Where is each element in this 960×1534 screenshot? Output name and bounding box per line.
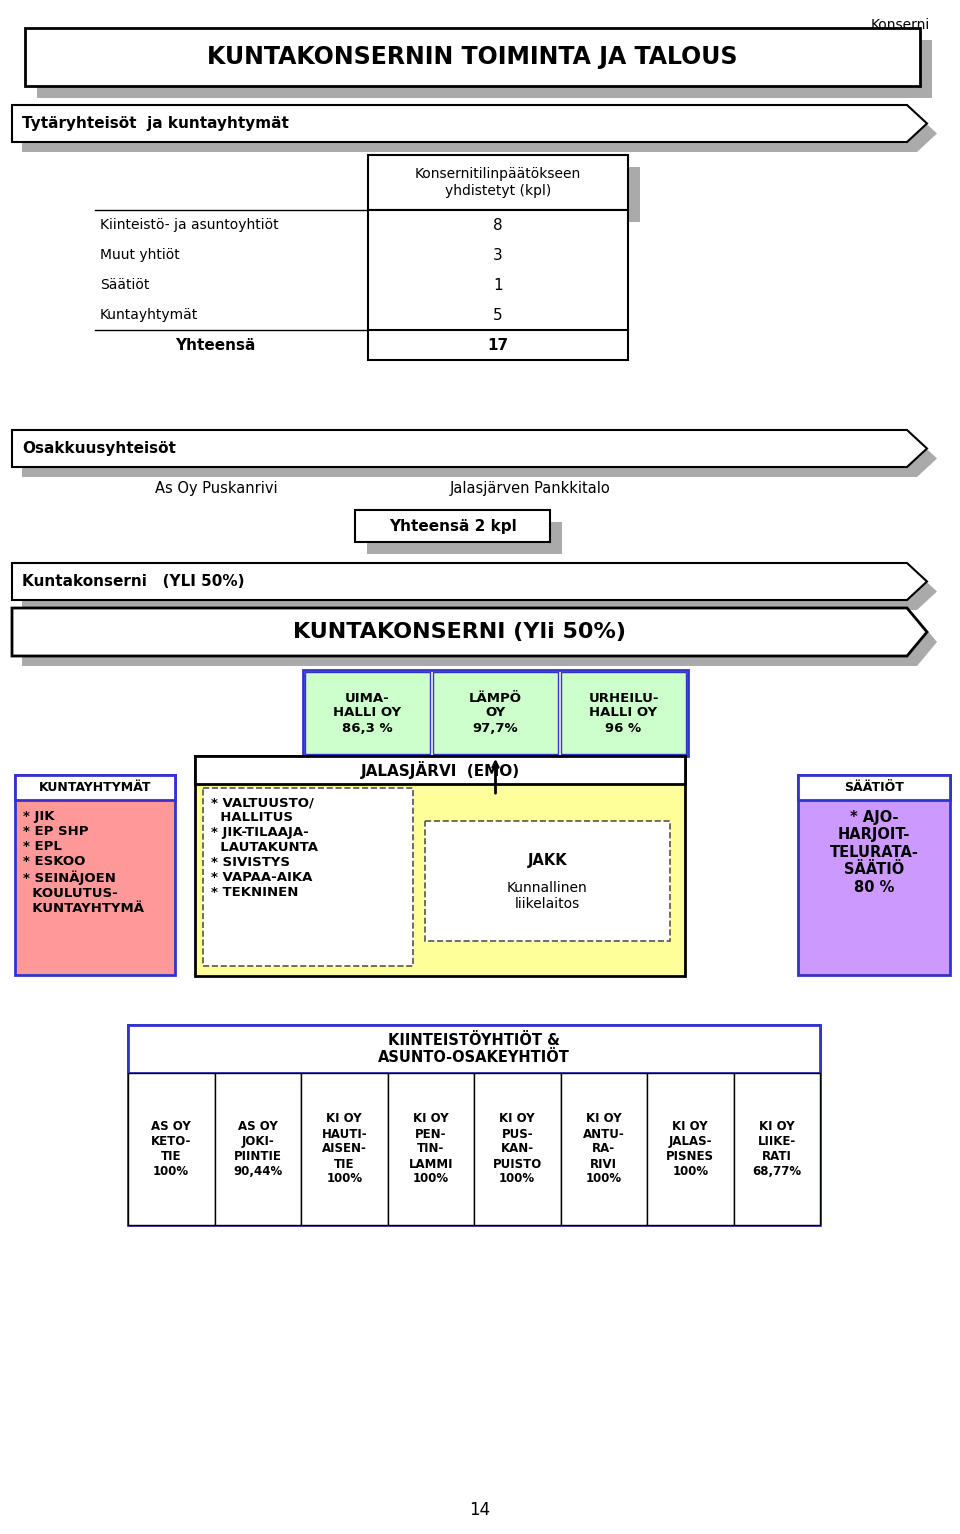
- Text: KIINTEISTÖYHTIÖT &
ASUNTO-OSAKEYHTIÖT: KIINTEISTÖYHTIÖT & ASUNTO-OSAKEYHTIÖT: [378, 1032, 570, 1065]
- Text: Konserni: Konserni: [871, 18, 930, 32]
- Text: KI OY
PEN-
TIN-
LAMMI
100%: KI OY PEN- TIN- LAMMI 100%: [409, 1112, 453, 1186]
- Text: KI OY
LIIKE-
RATI
68,77%: KI OY LIIKE- RATI 68,77%: [753, 1120, 802, 1178]
- Text: Kuntayhtymät: Kuntayhtymät: [100, 308, 199, 322]
- Text: KUNTAYHTYMÄT: KUNTAYHTYMÄT: [38, 781, 152, 795]
- FancyBboxPatch shape: [301, 1072, 388, 1226]
- Text: Jalasjärven Pankkitalo: Jalasjärven Pankkitalo: [450, 480, 611, 495]
- Polygon shape: [22, 440, 937, 477]
- Text: Tytäryhteisöt  ja kuntayhtymät: Tytäryhteisöt ja kuntayhtymät: [22, 117, 289, 130]
- FancyBboxPatch shape: [561, 672, 686, 755]
- Text: SÄÄTIÖT: SÄÄTIÖT: [844, 781, 904, 795]
- Text: Säätiöt: Säätiöt: [100, 278, 150, 291]
- Text: 1: 1: [493, 278, 503, 293]
- FancyBboxPatch shape: [214, 1072, 301, 1226]
- FancyBboxPatch shape: [798, 775, 950, 976]
- Text: KI OY
ANTU-
RA-
RIVI
100%: KI OY ANTU- RA- RIVI 100%: [583, 1112, 625, 1186]
- FancyBboxPatch shape: [433, 672, 558, 755]
- Text: Muut yhtiöt: Muut yhtiöt: [100, 249, 180, 262]
- Text: 14: 14: [469, 1500, 491, 1519]
- FancyBboxPatch shape: [474, 1072, 561, 1226]
- Text: Kiinteistö- ja asuntoyhtiöt: Kiinteistö- ja asuntoyhtiöt: [100, 218, 278, 232]
- Text: 17: 17: [488, 337, 509, 353]
- FancyBboxPatch shape: [195, 756, 685, 784]
- FancyBboxPatch shape: [368, 210, 628, 360]
- FancyBboxPatch shape: [128, 1025, 820, 1226]
- Text: 3: 3: [493, 247, 503, 262]
- Text: LÄMPÖ
OY
97,7%: LÄMPÖ OY 97,7%: [469, 692, 522, 735]
- FancyBboxPatch shape: [15, 775, 175, 801]
- FancyBboxPatch shape: [733, 1072, 820, 1226]
- Text: UIMA-
HALLI OY
86,3 %: UIMA- HALLI OY 86,3 %: [333, 692, 401, 735]
- Text: Yhteensä 2 kpl: Yhteensä 2 kpl: [389, 518, 516, 534]
- Text: Yhteensä: Yhteensä: [175, 337, 255, 353]
- Text: 8: 8: [493, 218, 503, 233]
- Text: Konsernitilinpäätökseen
yhdistetyt (kpl): Konsernitilinpäätökseen yhdistetyt (kpl): [415, 167, 581, 198]
- Polygon shape: [380, 167, 640, 222]
- Polygon shape: [12, 104, 927, 143]
- Text: As Oy Puskanrivi: As Oy Puskanrivi: [155, 480, 277, 495]
- Text: JALASJÄRVI  (EMO): JALASJÄRVI (EMO): [360, 761, 519, 779]
- Polygon shape: [12, 430, 927, 466]
- FancyBboxPatch shape: [561, 1072, 647, 1226]
- Polygon shape: [22, 115, 937, 152]
- Polygon shape: [12, 563, 927, 600]
- Text: * JIK
* EP SHP
* EPL
* ESKOO
* SEINÄJOEN
  KOULUTUS-
  KUNTAYHTYMÄ: * JIK * EP SHP * EPL * ESKOO * SEINÄJOEN…: [23, 810, 144, 914]
- FancyBboxPatch shape: [128, 1025, 820, 1072]
- FancyBboxPatch shape: [25, 28, 920, 86]
- Text: Kunnallinen
liikelaitos: Kunnallinen liikelaitos: [507, 881, 588, 911]
- Polygon shape: [22, 618, 937, 666]
- Text: KUNTAKONSERNI (Yli 50%): KUNTAKONSERNI (Yli 50%): [293, 621, 626, 643]
- Text: AS OY
KETO-
TIE
100%: AS OY KETO- TIE 100%: [151, 1120, 191, 1178]
- FancyBboxPatch shape: [798, 775, 950, 801]
- Text: URHEILU-
HALLI OY
96 %: URHEILU- HALLI OY 96 %: [588, 692, 659, 735]
- Text: 5: 5: [493, 307, 503, 322]
- FancyBboxPatch shape: [303, 670, 688, 756]
- Text: Osakkuusyhteisöt: Osakkuusyhteisöt: [22, 440, 176, 456]
- Text: KI OY
PUS-
KAN-
PUISTO
100%: KI OY PUS- KAN- PUISTO 100%: [492, 1112, 541, 1186]
- Text: * VALTUUSTO/
  HALLITUS
* JIK-TILAAJA-
  LAUTAKUNTA
* SIVISTYS
* VAPAA-AIKA
* TE: * VALTUUSTO/ HALLITUS * JIK-TILAAJA- LAU…: [211, 796, 318, 899]
- Polygon shape: [22, 574, 937, 611]
- FancyBboxPatch shape: [425, 821, 670, 940]
- FancyBboxPatch shape: [368, 155, 628, 210]
- FancyBboxPatch shape: [355, 509, 550, 542]
- FancyBboxPatch shape: [647, 1072, 733, 1226]
- FancyBboxPatch shape: [128, 1072, 214, 1226]
- Text: JAKK: JAKK: [528, 853, 567, 868]
- Polygon shape: [12, 607, 927, 657]
- FancyBboxPatch shape: [15, 775, 175, 976]
- FancyBboxPatch shape: [305, 672, 430, 755]
- Polygon shape: [367, 522, 562, 554]
- FancyBboxPatch shape: [195, 756, 685, 976]
- FancyBboxPatch shape: [203, 788, 413, 966]
- Text: KI OY
JALAS-
PISNES
100%: KI OY JALAS- PISNES 100%: [666, 1120, 714, 1178]
- Text: * AJO-
HARJOIT-
TELURATA-
SÄÄTIÖ
80 %: * AJO- HARJOIT- TELURATA- SÄÄTIÖ 80 %: [829, 810, 919, 894]
- Text: KUNTAKONSERNIN TOIMINTA JA TALOUS: KUNTAKONSERNIN TOIMINTA JA TALOUS: [207, 44, 737, 69]
- FancyBboxPatch shape: [388, 1072, 474, 1226]
- Text: KI OY
HAUTI-
AISEN-
TIE
100%: KI OY HAUTI- AISEN- TIE 100%: [322, 1112, 367, 1186]
- Polygon shape: [37, 40, 932, 98]
- Text: Kuntakonserni   (YLI 50%): Kuntakonserni (YLI 50%): [22, 574, 245, 589]
- Text: AS OY
JOKI-
PIINTIE
90,44%: AS OY JOKI- PIINTIE 90,44%: [233, 1120, 282, 1178]
